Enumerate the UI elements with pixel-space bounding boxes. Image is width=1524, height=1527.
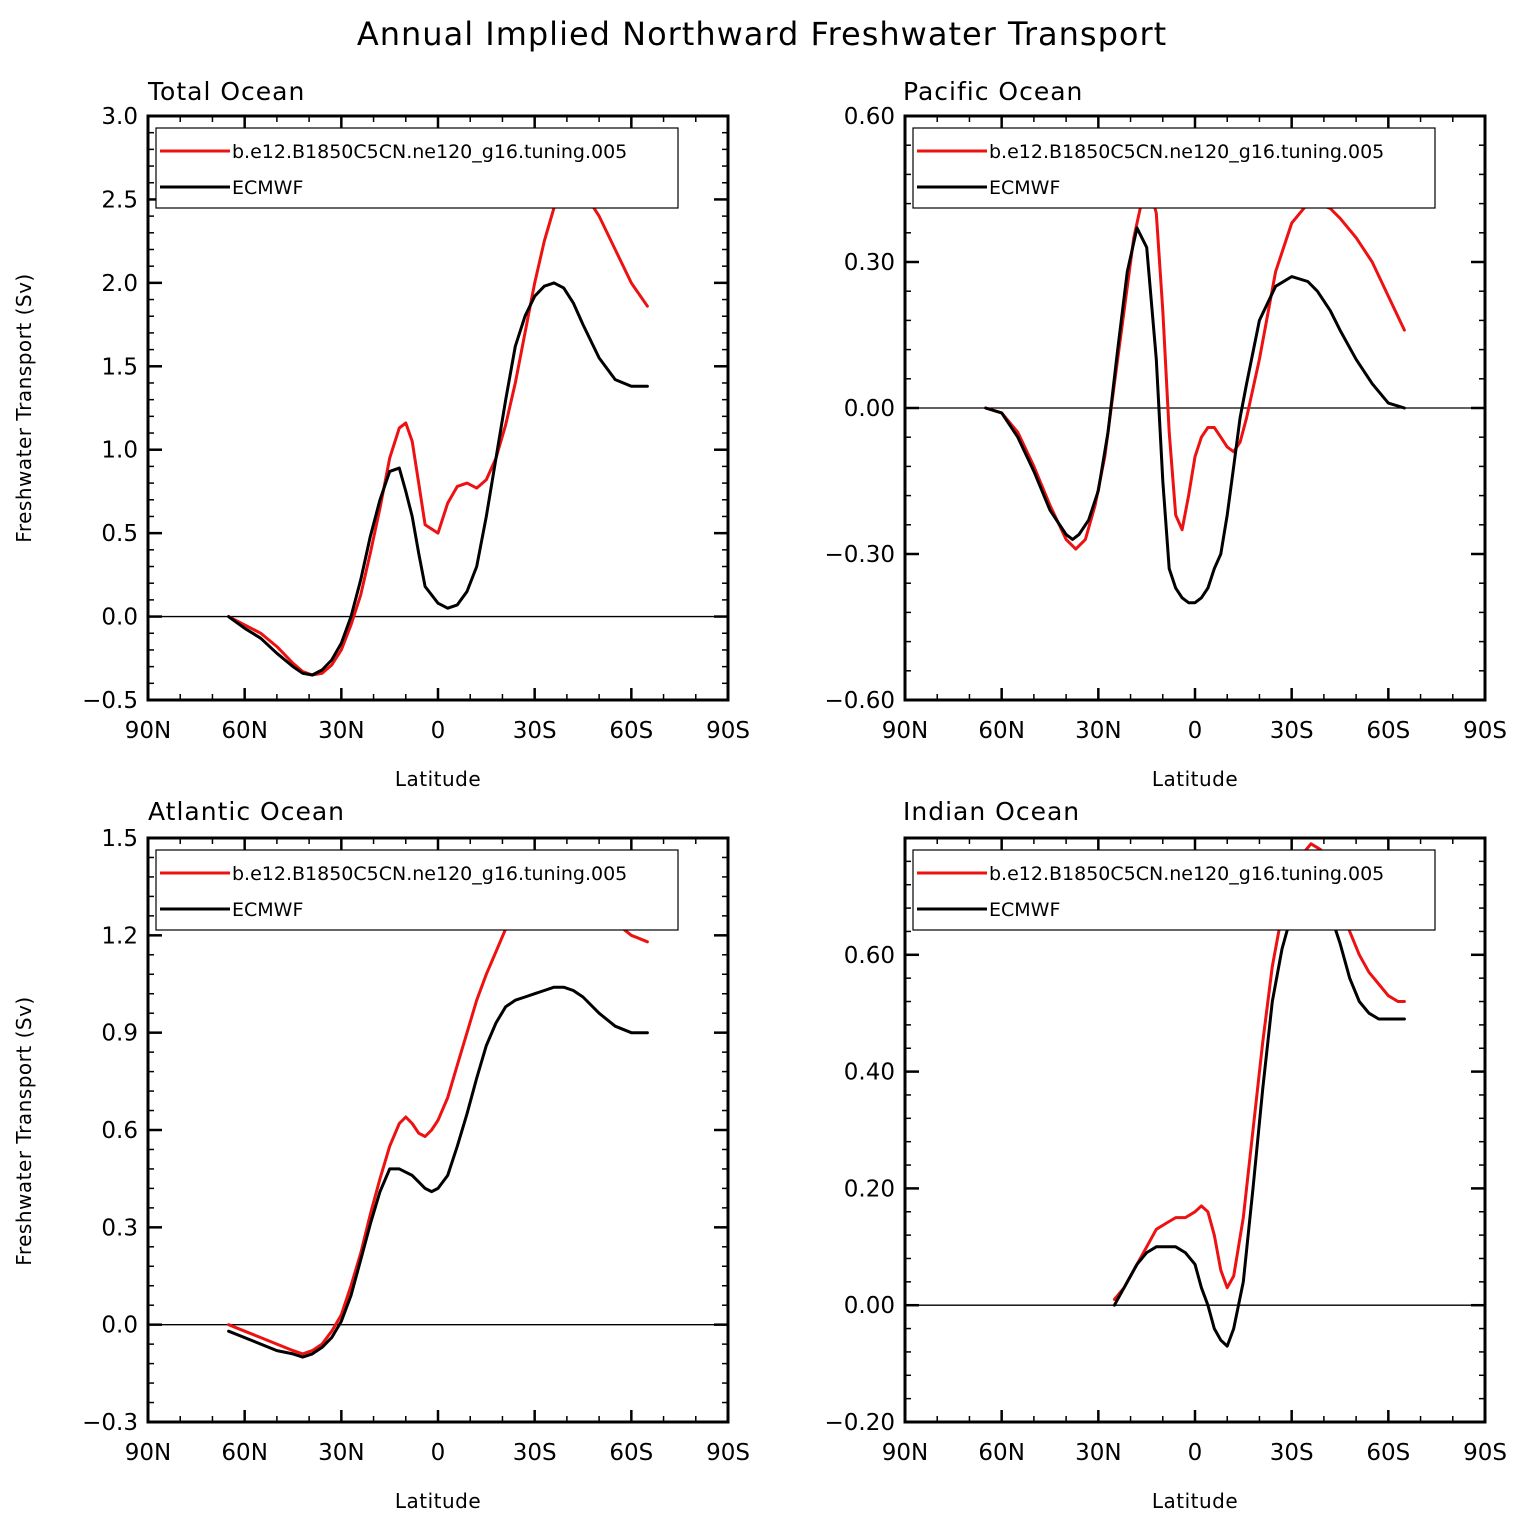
series-line-model <box>984 187 1406 551</box>
panel-pacific-ocean: Pacific Ocean Latitude 90N 60N 30N 0 30S 60S 9… <box>825 77 1507 791</box>
panel-atlantic-ocean: Atlantic Ocean Freshwater Transport (Sv)… <box>12 797 750 1513</box>
panel-title: Pacific Ocean <box>903 77 1083 106</box>
x-axis-label: Latitude <box>395 1489 481 1513</box>
x-tick-label: 60N <box>978 1440 1024 1466</box>
x-tick-label: 30N <box>318 1440 364 1466</box>
plot-area: 90N 60N 30N 0 30S 60S 90S −0.20 0.00 0.20 0.40 0.60 <box>825 836 1507 1466</box>
legend: b.e12.B1850C5CN.ne120_g16.tuning.005 ECM… <box>155 849 679 931</box>
panel-title: Indian Ocean <box>903 797 1080 826</box>
series-line-ecmwf <box>227 985 649 1359</box>
legend-box <box>912 849 1436 931</box>
figure-title: Annual Implied Northward Freshwater Tran… <box>357 15 1167 53</box>
x-axis-label: Latitude <box>1152 767 1238 791</box>
legend: b.e12.B1850C5CN.ne120_g16.tuning.005 ECM… <box>912 849 1436 931</box>
y-tick-label: 2.5 <box>101 187 138 213</box>
x-tick-label: 90N <box>882 718 928 744</box>
series-line-ecmwf <box>227 281 649 677</box>
x-tick-label: 30S <box>1270 718 1314 744</box>
x-tick-label: 0 <box>1188 1440 1203 1466</box>
legend-label-model: b.e12.B1850C5CN.ne120_g16.tuning.005 <box>232 141 627 163</box>
legend-label-model: b.e12.B1850C5CN.ne120_g16.tuning.005 <box>232 863 627 885</box>
y-tick-label: 0.3 <box>101 1215 138 1241</box>
y-tick-label: −0.30 <box>825 542 895 568</box>
y-tick-label: −0.3 <box>82 1410 138 1436</box>
panel-title: Total Ocean <box>147 77 305 106</box>
y-tick-label: 0.9 <box>101 1021 138 1047</box>
series-line-model <box>1112 842 1406 1301</box>
x-axis-label: Latitude <box>1152 1489 1238 1513</box>
x-axis-label: Latitude <box>395 767 481 791</box>
y-axis-label: Freshwater Transport (Sv) <box>12 273 36 542</box>
x-tick-label: 0 <box>431 1440 446 1466</box>
y-tick-label: 0.0 <box>101 1313 138 1339</box>
y-tick-label: 1.0 <box>101 438 138 464</box>
legend-label-ecmwf: ECMWF <box>232 177 303 199</box>
y-tick-label: 0.40 <box>844 1060 895 1086</box>
series-line-ecmwf <box>984 226 1406 605</box>
y-tick-label: 0.0 <box>101 605 138 631</box>
x-tick-label: 60N <box>221 718 267 744</box>
x-tick-label: 30S <box>513 1440 557 1466</box>
legend-label-model: b.e12.B1850C5CN.ne120_g16.tuning.005 <box>989 141 1384 163</box>
x-tick-label: 90S <box>1463 718 1507 744</box>
y-tick-label: −0.20 <box>825 1410 895 1436</box>
x-tick-label: 30N <box>318 718 364 744</box>
legend-label-model: b.e12.B1850C5CN.ne120_g16.tuning.005 <box>989 863 1384 885</box>
plot-area: 90N 60N 30N 0 30S 60S 90S −0.3 0.0 0.3 0.6 0.9 1.2 1.… <box>82 826 750 1466</box>
y-tick-label: 0.30 <box>844 250 895 276</box>
x-tick-label: 60N <box>978 718 1024 744</box>
x-tick-label: 30S <box>513 718 557 744</box>
x-tick-label: 60S <box>1366 1440 1410 1466</box>
legend-box <box>912 127 1436 209</box>
y-tick-label: 0.60 <box>844 943 895 969</box>
series-line-ecmwf <box>1112 889 1406 1348</box>
x-tick-label: 90N <box>125 718 171 744</box>
y-tick-label: 1.5 <box>101 354 138 380</box>
x-tick-label: 90S <box>706 1440 750 1466</box>
y-tick-label: 0.20 <box>844 1176 895 1202</box>
legend-label-ecmwf: ECMWF <box>989 899 1060 921</box>
legend-box <box>155 127 679 209</box>
x-tick-label: 60S <box>609 718 653 744</box>
x-tick-label: 30N <box>1075 1440 1121 1466</box>
x-tick-label: 90N <box>125 1440 171 1466</box>
legend-label-ecmwf: ECMWF <box>232 899 303 921</box>
y-axis-label: Freshwater Transport (Sv) <box>12 996 36 1265</box>
legend-box <box>155 849 679 931</box>
x-tick-label: 60S <box>609 1440 653 1466</box>
y-tick-label: 0.5 <box>101 521 138 547</box>
panel-total-ocean: Total Ocean Freshwater Transport (Sv) La… <box>12 77 750 791</box>
y-tick-label: −0.5 <box>82 688 138 714</box>
x-tick-label: 90S <box>1463 1440 1507 1466</box>
y-tick-label: 1.5 <box>101 826 138 852</box>
series-line-model <box>227 872 649 1356</box>
x-tick-label: 60S <box>1366 718 1410 744</box>
legend: b.e12.B1850C5CN.ne120_g16.tuning.005 ECM… <box>155 127 679 209</box>
x-tick-label: 90N <box>882 1440 928 1466</box>
y-tick-label: 0.6 <box>101 1118 138 1144</box>
y-tick-label: 0.00 <box>844 396 895 422</box>
legend-label-ecmwf: ECMWF <box>989 177 1060 199</box>
x-tick-label: 30S <box>1270 1440 1314 1466</box>
panel-title: Atlantic Ocean <box>148 797 345 826</box>
x-tick-label: 90S <box>706 718 750 744</box>
legend: b.e12.B1850C5CN.ne120_g16.tuning.005 ECM… <box>912 127 1436 209</box>
y-tick-label: −0.60 <box>825 688 895 714</box>
y-tick-label: 2.0 <box>101 271 138 297</box>
y-tick-label: 0.00 <box>844 1293 895 1319</box>
x-tick-label: 0 <box>1188 718 1203 744</box>
x-tick-label: 60N <box>221 1440 267 1466</box>
panel-indian-ocean: Indian Ocean Latitude 90N 60N 30N 0 30S 60S 90… <box>825 797 1507 1513</box>
x-tick-label: 0 <box>431 718 446 744</box>
y-tick-label: 0.60 <box>844 104 895 130</box>
y-tick-label: 1.2 <box>101 923 138 949</box>
y-tick-label: 3.0 <box>101 104 138 130</box>
x-tick-label: 30N <box>1075 718 1121 744</box>
